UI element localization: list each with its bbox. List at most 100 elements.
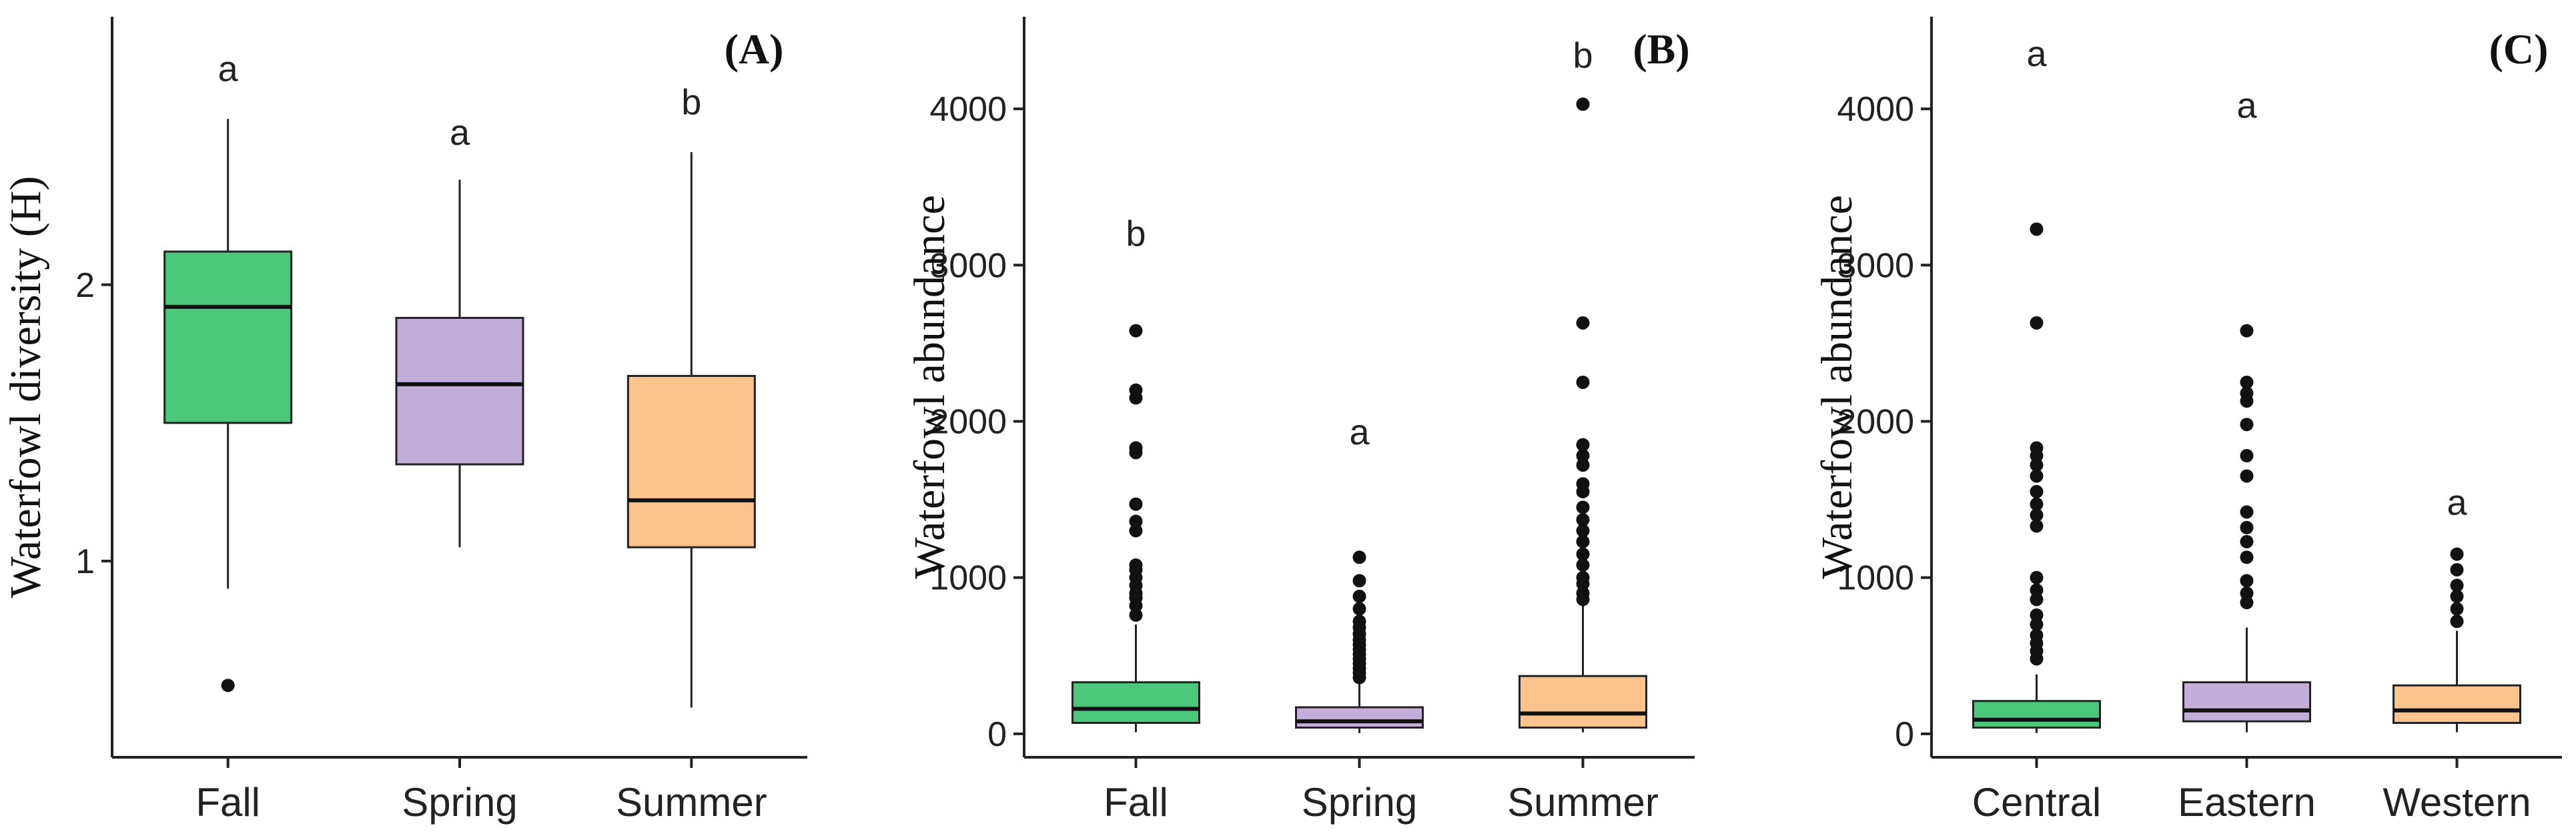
panel-label: (C) <box>2489 25 2549 73</box>
outlier-point <box>2030 484 2044 498</box>
panel-label: (A) <box>725 25 784 73</box>
outlier-point <box>1129 524 1143 538</box>
y-tick-label: 3000 <box>929 246 1007 285</box>
x-category-label: Summer <box>616 780 767 825</box>
outlier-point <box>1576 375 1590 389</box>
significance-letter: a <box>218 49 239 89</box>
x-category-label: Fall <box>195 780 260 825</box>
outlier-point <box>2030 629 2044 643</box>
outlier-point <box>2030 469 2044 483</box>
iqr-box <box>1295 706 1424 729</box>
outlier-point <box>1352 574 1366 588</box>
outlier-point <box>2030 617 2044 631</box>
outlier-point <box>2450 602 2464 616</box>
panel-c: 0 1000 2000 3000 4000 Central Eastern Western Wa… <box>1813 17 2562 825</box>
iqr-box <box>1071 681 1200 724</box>
outlier-point <box>1352 589 1366 603</box>
box-summer: b <box>1519 36 1647 733</box>
y-tick-label: 2 <box>75 266 95 305</box>
significance-letter: b <box>681 82 701 122</box>
outlier-point <box>1352 550 1366 564</box>
outlier-point <box>2240 505 2254 519</box>
box-western: a <box>2393 482 2521 733</box>
panel-label: (B) <box>1633 25 1689 73</box>
y-axis-title: Waterfowl abundance <box>1813 195 1861 579</box>
x-category-label: Fall <box>1104 780 1168 825</box>
box-fall: b <box>1071 214 1200 733</box>
outlier-point <box>2240 418 2254 432</box>
y-tick-label: 4000 <box>1837 90 1914 129</box>
outlier-point <box>2240 586 2254 600</box>
outlier-point <box>1576 513 1590 527</box>
outlier-point <box>1129 514 1143 528</box>
outlier-point <box>1129 383 1143 397</box>
outlier-point <box>2240 469 2254 483</box>
outlier-point <box>2030 583 2044 597</box>
iqr-box <box>2393 684 2521 724</box>
outlier-point <box>1576 558 1590 572</box>
outlier-point <box>2240 375 2254 389</box>
y-tick-label: 4000 <box>929 90 1007 129</box>
outlier-point <box>1576 570 1590 584</box>
x-category-label: Spring <box>1302 780 1417 825</box>
outlier-point <box>2450 578 2464 592</box>
outlier-point <box>1129 608 1143 622</box>
box-central: a <box>1972 34 2101 733</box>
outlier-point <box>2030 592 2044 606</box>
box-summer: b <box>626 82 756 708</box>
outlier-point <box>2240 449 2254 463</box>
significance-letter: a <box>2447 482 2467 522</box>
outlier-point <box>1576 449 1590 463</box>
box-spring: a <box>1295 412 1424 733</box>
significance-letter: b <box>1573 36 1593 76</box>
x-category-label: Summer <box>1507 780 1659 825</box>
y-tick-label: 3000 <box>1837 246 1914 285</box>
significance-letter: a <box>2026 34 2047 74</box>
outlier-point <box>1576 586 1590 600</box>
y-axis-title: Waterfowl abundance <box>905 195 954 579</box>
outlier-point <box>2030 316 2044 330</box>
outlier-point <box>1129 441 1143 455</box>
x-category-label: Central <box>1972 780 2101 825</box>
outlier-point <box>2450 562 2464 576</box>
significance-letter: a <box>450 113 470 153</box>
outlier-point <box>1129 558 1143 572</box>
outlier-point <box>1352 602 1366 616</box>
outlier-point <box>1352 614 1366 629</box>
y-tick-label: 1000 <box>929 559 1007 598</box>
x-category-label: Eastern <box>2178 780 2316 825</box>
outlier-point <box>1576 547 1590 561</box>
outlier-point <box>2240 596 2254 610</box>
panel-b: 0 1000 2000 3000 4000 Fall Spring Summer Waterfo… <box>905 17 1695 825</box>
outlier-point <box>2030 441 2044 455</box>
outlier-point <box>2240 534 2254 548</box>
outlier-point <box>2450 547 2464 561</box>
y-tick-label: 1 <box>75 542 95 581</box>
y-tick-label: 2000 <box>929 403 1007 442</box>
y-tick-label: 0 <box>987 715 1007 754</box>
significance-letter: b <box>1126 214 1146 254</box>
outlier-point <box>2030 508 2044 522</box>
outlier-point <box>2240 574 2254 588</box>
outlier-point <box>2450 614 2464 629</box>
iqr-box <box>395 316 524 466</box>
outlier-point <box>1129 324 1143 338</box>
outlier-point <box>1576 534 1590 548</box>
y-tick-label: 0 <box>1895 715 1914 754</box>
outlier-point <box>1129 497 1143 511</box>
outlier-point <box>2240 386 2254 400</box>
x-category-label: Spring <box>402 780 517 825</box>
outlier-point <box>1576 500 1590 514</box>
outlier-point <box>2240 550 2254 564</box>
outlier-point <box>2030 497 2044 511</box>
outlier-point <box>1576 316 1590 330</box>
outlier-point <box>2030 570 2044 584</box>
outlier-point <box>2030 608 2044 622</box>
significance-letter: a <box>2236 85 2257 125</box>
y-tick-label: 2000 <box>1837 403 1914 442</box>
iqr-box <box>626 374 756 548</box>
box-eastern: a <box>2182 85 2311 733</box>
significance-letter: a <box>1349 412 1370 452</box>
outlier-point <box>1576 477 1590 491</box>
